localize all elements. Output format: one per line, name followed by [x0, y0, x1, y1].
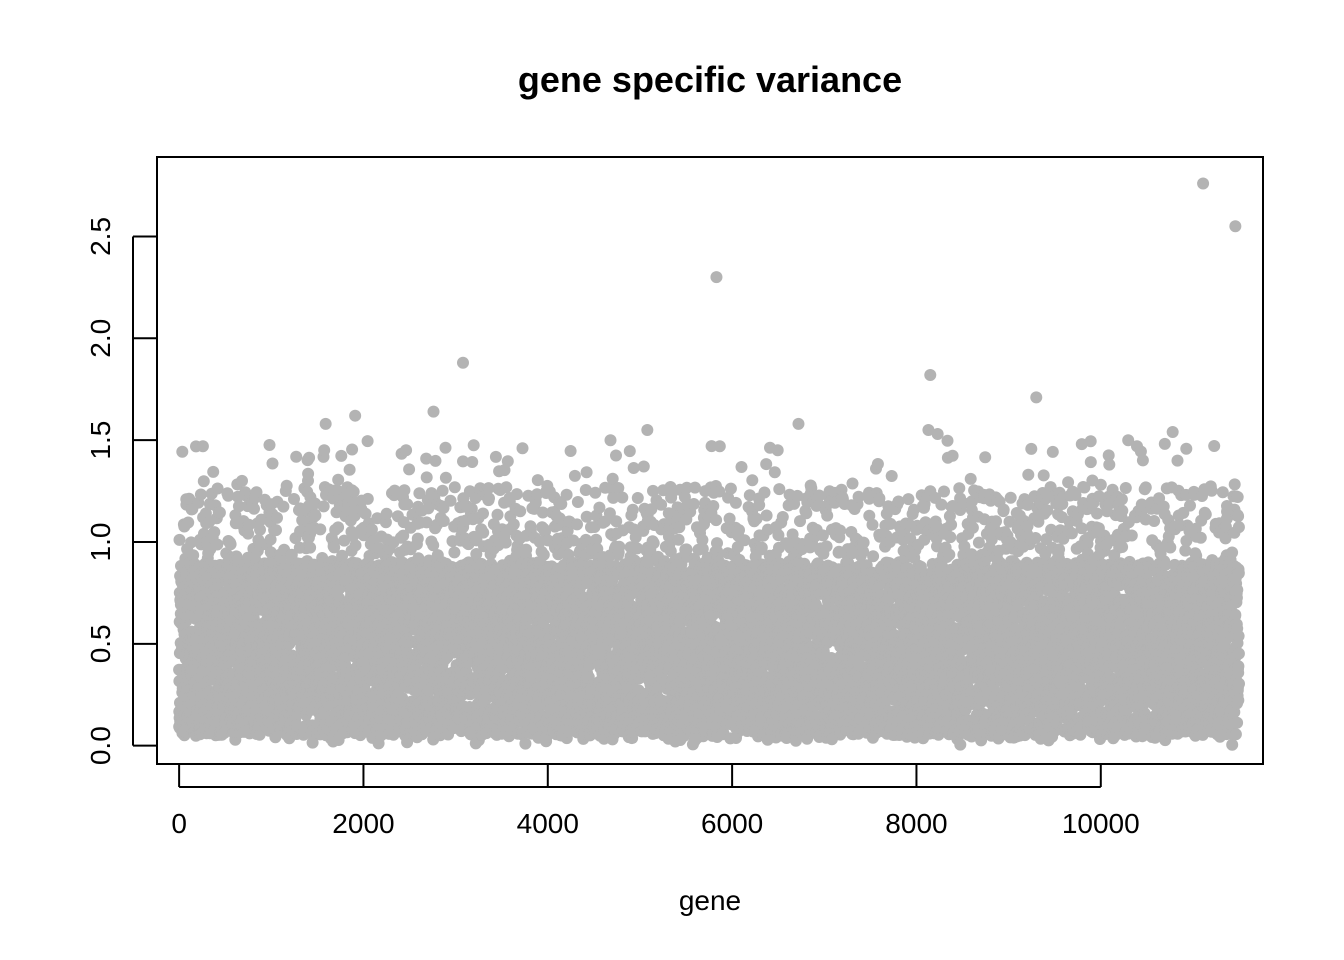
data-point	[604, 434, 617, 447]
data-point	[519, 737, 532, 750]
data-point	[182, 516, 195, 529]
data-point	[466, 456, 479, 468]
data-point	[420, 471, 433, 484]
data-point	[222, 489, 235, 502]
data-point	[516, 442, 529, 455]
data-point	[224, 538, 237, 551]
data-point	[266, 457, 279, 470]
data-point	[403, 463, 416, 476]
data-point	[263, 439, 276, 451]
data-point	[448, 481, 461, 494]
data-point	[183, 492, 196, 505]
data-point	[510, 488, 523, 501]
data-point	[304, 541, 317, 554]
data-point	[254, 523, 266, 536]
data-point	[380, 507, 393, 520]
data-point	[507, 518, 520, 531]
data-point	[411, 532, 424, 545]
data-point	[401, 498, 414, 511]
data-point	[232, 500, 245, 513]
data-point	[580, 466, 593, 479]
data-point	[208, 526, 221, 539]
data-point	[499, 536, 512, 549]
data-point	[489, 450, 502, 463]
data-point	[236, 474, 248, 487]
data-point	[211, 482, 224, 495]
data-point	[560, 488, 573, 501]
data-point	[439, 441, 452, 454]
data-point	[437, 515, 450, 527]
data-point	[501, 455, 514, 468]
data-point	[318, 444, 331, 457]
data-point	[568, 469, 581, 482]
data-point	[593, 501, 606, 514]
data-point	[477, 507, 489, 520]
data-point	[400, 444, 413, 457]
data-point	[500, 481, 513, 494]
data-point	[626, 503, 639, 516]
data-point	[346, 443, 359, 456]
data-point	[448, 546, 461, 559]
data-point	[444, 494, 457, 507]
data-point	[349, 539, 362, 552]
data-point	[467, 439, 480, 452]
data-point	[207, 465, 220, 478]
data-point	[613, 540, 626, 553]
data-point	[187, 549, 200, 562]
data-point	[317, 500, 330, 513]
data-point	[309, 509, 322, 522]
data-point	[194, 488, 207, 501]
data-point	[213, 506, 226, 519]
data-point	[436, 484, 449, 497]
data-point	[271, 511, 283, 524]
data-point	[277, 500, 290, 513]
data-point	[623, 445, 636, 458]
data-point	[610, 449, 622, 462]
data-point	[439, 471, 452, 484]
data-point	[627, 462, 640, 474]
data-points	[173, 177, 1245, 751]
data-point	[302, 467, 315, 480]
data-point	[303, 451, 316, 464]
data-point	[173, 533, 186, 546]
data-point	[520, 543, 533, 556]
data-point	[361, 435, 374, 448]
data-point	[537, 548, 550, 561]
data-point	[332, 521, 345, 534]
data-point	[361, 492, 374, 505]
data-point	[631, 492, 644, 504]
data-point	[314, 523, 327, 536]
data-point	[290, 450, 303, 463]
data-point	[477, 526, 490, 539]
data-point	[197, 475, 210, 488]
data-point	[248, 502, 260, 515]
data-point	[571, 496, 584, 508]
data-point	[211, 538, 224, 551]
data-point	[176, 445, 189, 458]
data-point	[280, 479, 293, 492]
data-point	[429, 454, 442, 467]
data-point	[398, 484, 411, 497]
data-point	[185, 536, 198, 549]
data-point	[335, 449, 348, 462]
data-point	[491, 508, 504, 521]
data-point	[343, 463, 356, 476]
data-point	[514, 505, 527, 518]
data-point	[196, 440, 209, 453]
data-point	[270, 524, 282, 537]
data-point	[571, 518, 583, 531]
chart-title: gene specific variance	[518, 59, 902, 100]
data-point	[564, 445, 577, 457]
data-point	[616, 491, 629, 504]
data-point	[483, 492, 495, 505]
